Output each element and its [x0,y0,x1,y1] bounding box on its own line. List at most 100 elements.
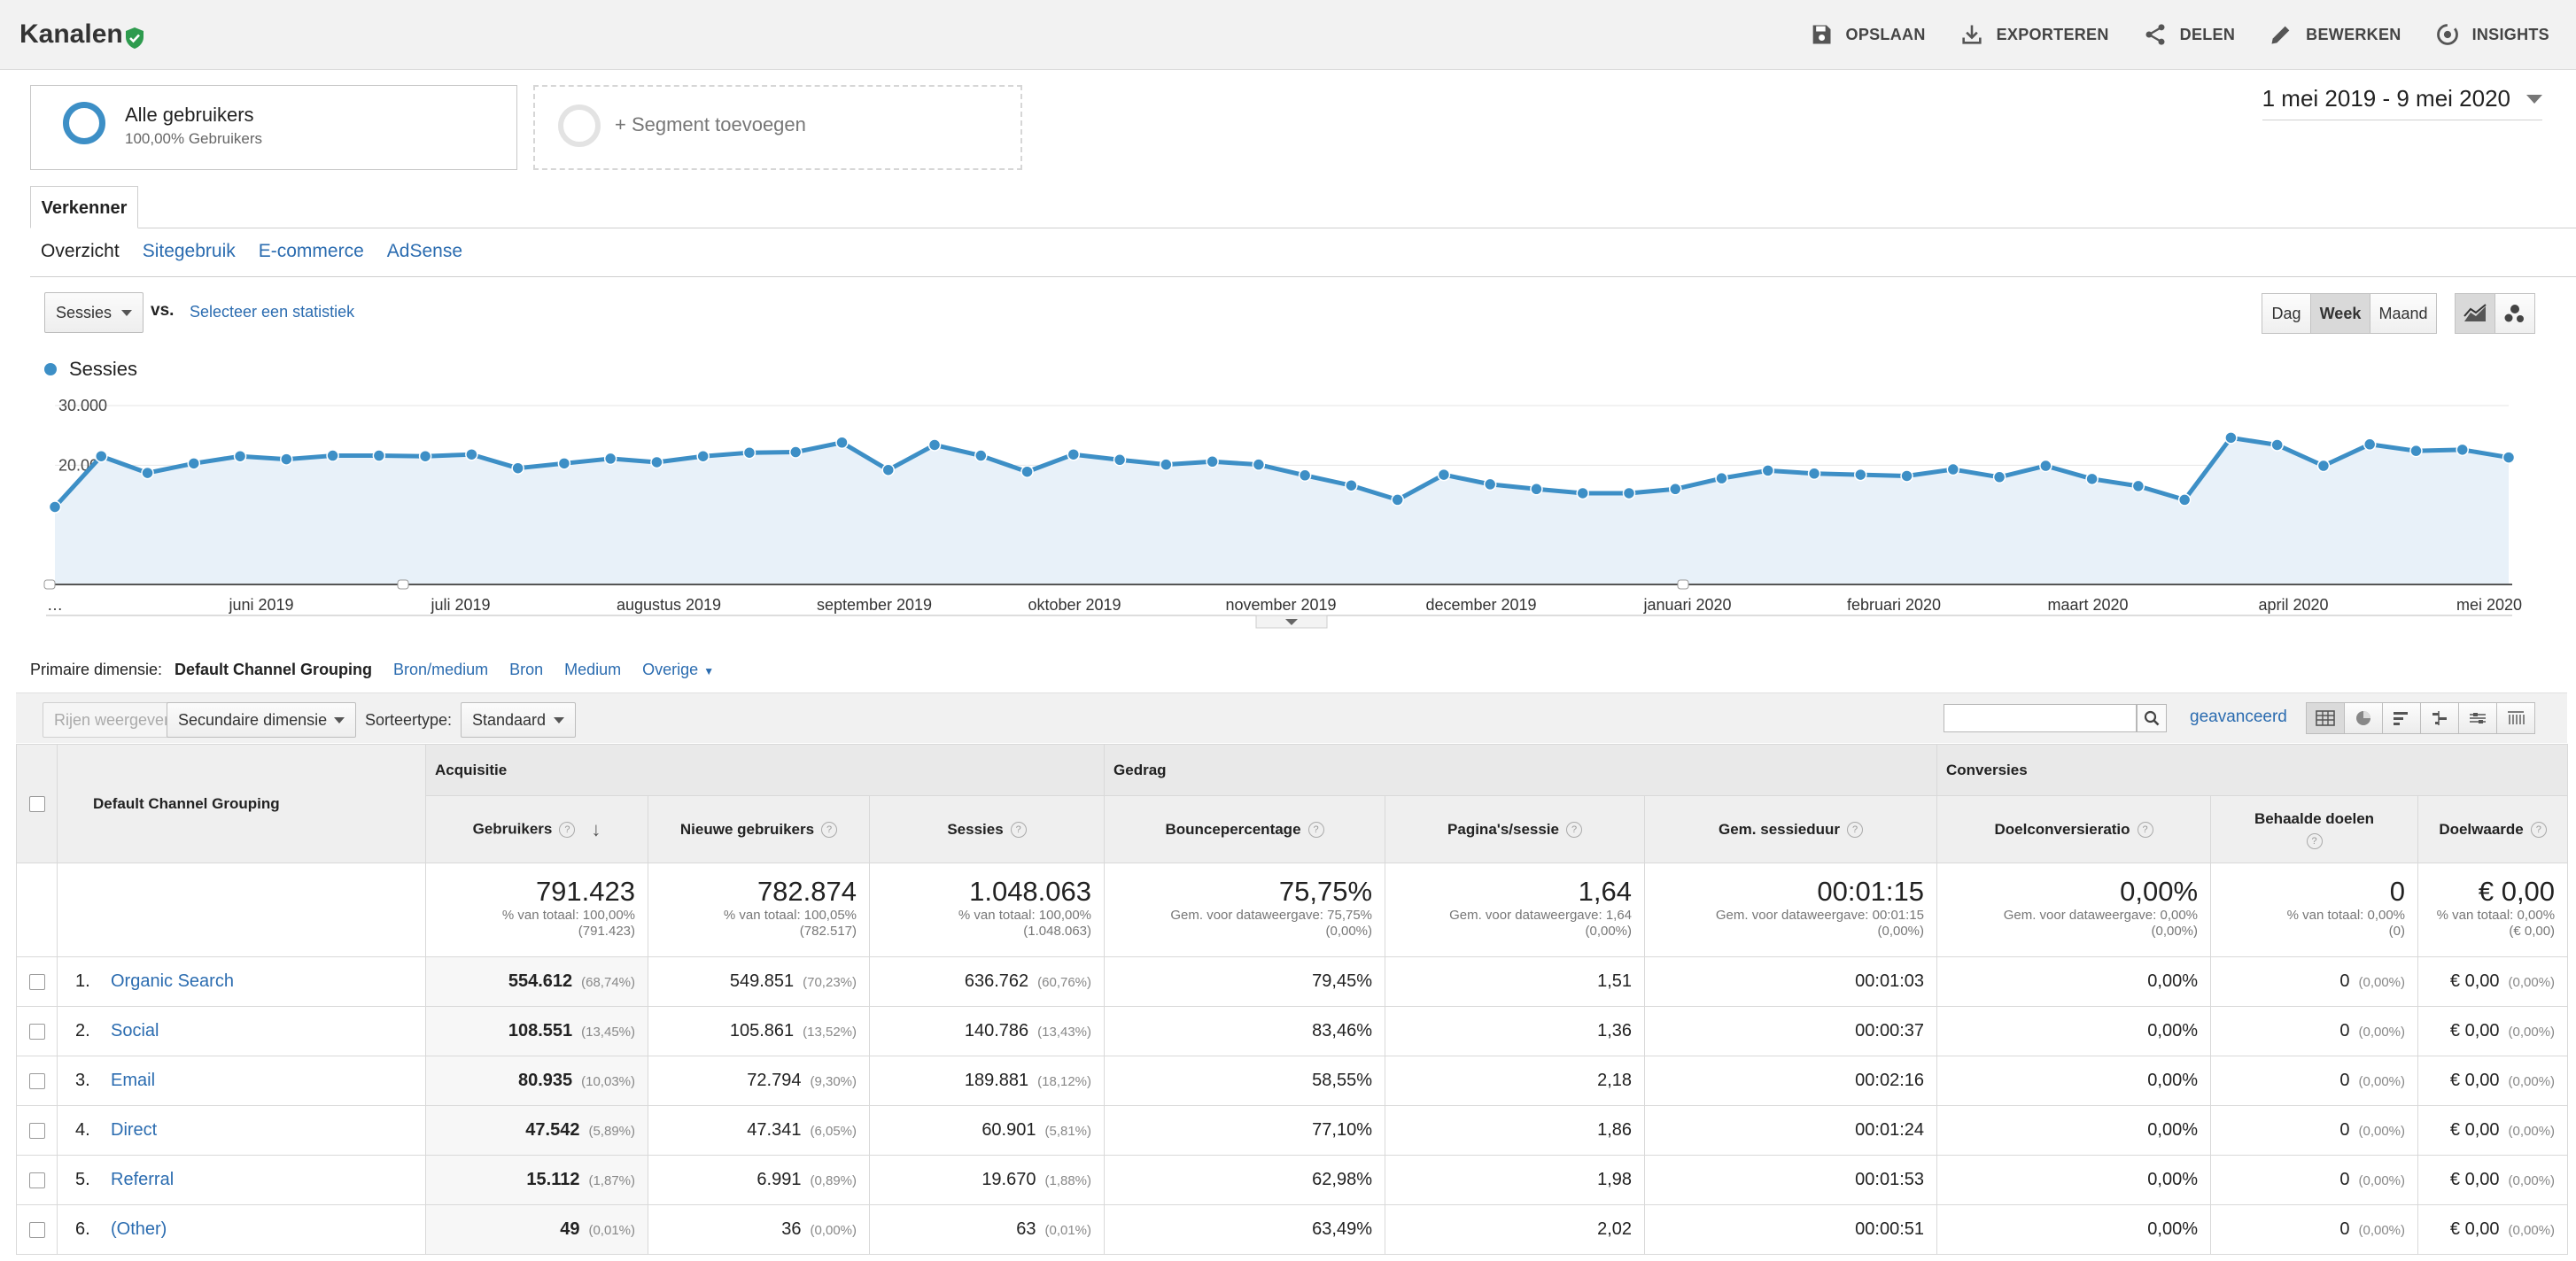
data-point[interactable] [1668,483,1682,496]
data-point[interactable] [2316,459,2331,473]
edit-button[interactable]: BEWERKEN [2269,22,2401,47]
search-button[interactable] [2137,704,2167,732]
data-point[interactable] [2085,472,2099,486]
data-point[interactable] [372,449,386,462]
channel-link[interactable]: Email [111,1071,156,1090]
add-segment-button[interactable]: + Segment toevoegen [533,85,1022,170]
data-point[interactable] [1067,447,1081,461]
period-month-button[interactable]: Maand [2370,293,2437,334]
data-point[interactable] [1622,486,1636,500]
data-point[interactable] [1252,458,1266,471]
pie-view-button[interactable] [2344,702,2383,734]
metric-select[interactable]: Sessies [44,292,144,333]
col-goal-value[interactable]: Doelwaarde? [2417,795,2569,863]
data-point[interactable] [95,449,108,463]
data-point[interactable] [742,445,757,460]
col-goal-conversion[interactable]: Doelconversieratio? [1936,795,2212,863]
data-point[interactable] [2456,443,2469,457]
subtab-adsense[interactable]: AdSense [386,241,463,261]
data-point[interactable] [2409,444,2423,458]
help-icon[interactable]: ? [2306,832,2323,849]
col-goal-completions[interactable]: Behaalde doelen? [2210,795,2419,863]
help-icon[interactable]: ? [2530,822,2547,839]
period-week-button[interactable]: Week [2310,293,2370,334]
data-point[interactable] [881,463,896,476]
tab-explorer[interactable]: Verkenner [30,186,138,228]
export-button[interactable]: EXPORTEREN [1959,22,2109,47]
data-point[interactable] [326,449,339,462]
data-point[interactable] [2270,438,2284,452]
data-point[interactable] [48,500,62,514]
data-point[interactable] [2363,437,2377,452]
data-point[interactable] [2502,451,2516,464]
channel-link[interactable]: (Other) [111,1219,167,1239]
data-point[interactable] [1761,464,1775,477]
data-point[interactable] [1391,493,1404,507]
motion-chart-button[interactable] [2495,293,2535,334]
data-point[interactable] [1807,467,1821,481]
term-cloud-view-button[interactable] [2458,702,2497,734]
data-point[interactable] [927,438,942,452]
subtab-overview[interactable]: Overzicht [41,241,120,261]
performance-view-button[interactable] [2382,702,2421,734]
dimension-header[interactable]: Default Channel Grouping [57,744,426,863]
line-chart-button[interactable] [2455,293,2495,334]
col-sessions[interactable]: Sessies? [868,795,1106,863]
data-point[interactable] [835,436,849,449]
save-button[interactable]: OPSLAAN [1809,22,1926,47]
row-checkbox[interactable] [28,1072,45,1089]
col-bounce[interactable]: Bouncepercentage? [1104,795,1386,863]
data-point[interactable] [1715,471,1728,485]
help-icon[interactable]: ? [1847,822,1864,839]
data-point[interactable] [603,452,617,466]
period-day-button[interactable]: Dag [2262,293,2311,334]
data-point[interactable] [1206,455,1219,468]
data-point[interactable] [2224,431,2238,445]
subtab-ecommerce[interactable]: E-commerce [258,241,364,261]
date-range-picker[interactable]: 1 mei 2019 - 9 mei 2020 [2262,85,2542,120]
data-point[interactable] [1992,470,2006,484]
data-point[interactable] [1020,465,1034,478]
share-button[interactable]: DELEN [2143,22,2236,47]
data-point[interactable] [511,461,524,475]
data-point[interactable] [788,445,803,459]
sort-type-select[interactable]: Standaard [461,702,576,738]
col-avg-duration[interactable]: Gem. sessieduur? [1644,795,1938,863]
table-search-input[interactable] [1944,704,2137,732]
subtab-site-usage[interactable]: Sitegebruik [142,241,236,261]
segment-all-users[interactable]: Alle gebruikers 100,00% Gebruikers [30,85,517,170]
help-icon[interactable]: ? [1307,822,1324,839]
data-point[interactable] [1437,468,1451,482]
dimension-other[interactable]: Overige ▼ [642,661,735,679]
data-point[interactable] [650,455,663,469]
col-users[interactable]: Gebruikers? ↓ [425,795,648,863]
data-point[interactable] [1576,486,1589,500]
col-new-users[interactable]: Nieuwe gebruikers? [648,795,870,863]
data-point[interactable] [1345,478,1358,492]
col-pages-per-session[interactable]: Pagina's/sessie? [1385,795,1646,863]
data-point[interactable] [1854,468,1867,482]
help-icon[interactable]: ? [821,822,838,839]
dimension-source[interactable]: Bron [509,661,544,678]
data-point[interactable] [974,449,988,462]
data-point[interactable] [1483,477,1497,491]
data-point[interactable] [2039,459,2052,473]
row-checkbox[interactable] [28,1172,45,1188]
range-handle[interactable] [397,579,409,590]
row-checkbox[interactable] [28,1122,45,1139]
comparison-view-button[interactable] [2420,702,2459,734]
show-rows-button[interactable]: Rijen weergeven [43,702,175,738]
help-icon[interactable]: ? [2137,822,2153,839]
data-point[interactable] [1160,458,1173,471]
select-all-checkbox[interactable] [28,796,45,813]
dimension-source-medium[interactable]: Bron/medium [393,661,489,678]
data-point[interactable] [233,449,247,463]
help-icon[interactable]: ? [1566,822,1582,839]
data-point[interactable] [2131,479,2145,493]
data-point[interactable] [187,457,201,470]
channel-link[interactable]: Social [111,1021,159,1041]
pivot-view-button[interactable] [2496,702,2535,734]
data-point[interactable] [418,449,432,463]
secondary-dimension-select[interactable]: Secundaire dimensie [167,702,356,738]
range-handle[interactable] [1677,579,1689,590]
